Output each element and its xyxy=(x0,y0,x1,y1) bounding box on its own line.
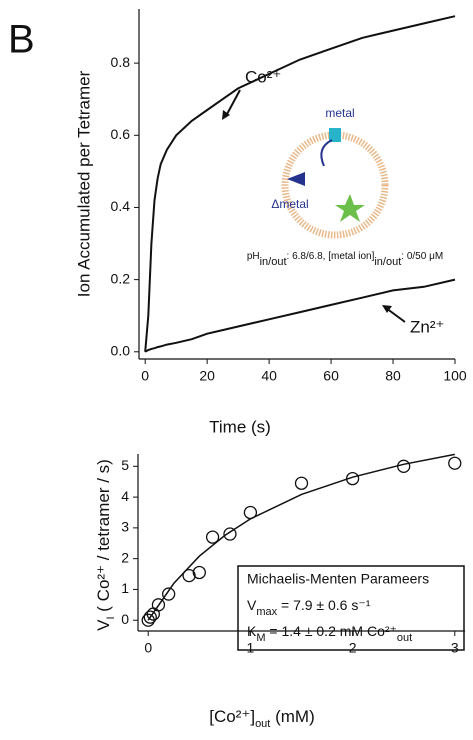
x-tick-label: 0 xyxy=(141,368,149,384)
text-part: : 0/50 μM xyxy=(401,251,443,262)
y-tick-label: 1 xyxy=(121,580,129,596)
text-part: : 6.8/6.8, [metal ion] xyxy=(287,251,375,262)
arrow xyxy=(320,139,333,167)
zn-label: Zn²⁺ xyxy=(410,317,444,336)
data-point xyxy=(397,459,411,473)
legend-box xyxy=(237,565,465,651)
legend-title: Michaelis-Menten Parameers xyxy=(247,571,429,587)
vesicle xyxy=(281,131,389,239)
data-point xyxy=(205,530,220,544)
channel xyxy=(329,128,341,142)
x-tick-label: 20 xyxy=(199,368,215,384)
y-tick-label: 3 xyxy=(121,519,129,535)
subscript: in/out xyxy=(374,256,401,268)
y-tick-label: 0.4 xyxy=(111,198,131,214)
data-point xyxy=(143,610,157,624)
y-axis-label: VI ( Co²⁺ / tetramer / s) xyxy=(94,459,116,631)
text-part: pH xyxy=(247,251,260,262)
x-tick-label: 100 xyxy=(443,368,467,384)
data-line xyxy=(144,278,456,353)
fit-line xyxy=(147,453,455,621)
star xyxy=(335,194,365,222)
x-tick-label: 2 xyxy=(349,640,357,656)
text-part: V xyxy=(247,597,257,613)
text-part: (mM) xyxy=(270,707,314,726)
text-part: [Co²⁺] xyxy=(209,707,255,726)
subscript: out xyxy=(397,632,412,644)
data-point xyxy=(223,527,237,541)
subscript: max xyxy=(256,606,277,618)
subscript: out xyxy=(255,718,270,730)
x-tick-label: 1 xyxy=(247,640,255,656)
data-line xyxy=(144,15,456,352)
x-tick-label: 60 xyxy=(323,368,339,384)
x-tick-label: 0 xyxy=(144,640,152,656)
text-part: V xyxy=(94,619,113,631)
zn-arrowhead xyxy=(382,305,392,313)
y-tick-label: 0 xyxy=(121,611,129,627)
co-arrowhead xyxy=(222,110,230,120)
y-tick-label: 0.8 xyxy=(111,54,131,70)
legend-line: Vmax = 7.9 ± 0.6 s⁻¹ xyxy=(247,597,371,618)
data-point xyxy=(448,456,462,470)
delta-metal-label: Δmetal xyxy=(271,197,308,211)
y-tick-label: 2 xyxy=(121,549,129,565)
panel-label: B xyxy=(8,18,35,62)
subscript: I xyxy=(105,616,117,619)
co-arrow xyxy=(225,89,241,117)
x-axis-label: Time (s) xyxy=(209,417,271,436)
x-axis-label: [Co²⁺]out (mM) xyxy=(209,707,314,729)
y-tick-label: 5 xyxy=(121,457,129,473)
text-part: ( Co²⁺ / tetramer / s) xyxy=(94,459,113,616)
condition-label: pHin/out: 6.8/6.8, [metal ion]in/out: 0/… xyxy=(247,251,443,268)
triangle xyxy=(287,172,305,186)
data-point xyxy=(162,587,176,601)
data-point xyxy=(151,598,166,612)
x-tick-label: 3 xyxy=(451,640,459,656)
data-point xyxy=(294,476,309,490)
metal-label: metal xyxy=(325,106,354,120)
inset-diagram: metal Δmetal pHin/out: 6.8/6.8, [metal i… xyxy=(247,106,443,268)
text-part: = 7.9 ± 0.6 s⁻¹ xyxy=(277,597,371,613)
data-point xyxy=(182,568,196,583)
data-point xyxy=(192,565,206,580)
subscript: M xyxy=(256,632,265,644)
y-tick-label: 4 xyxy=(121,488,129,504)
subscript: in/out xyxy=(260,256,287,268)
y-tick-label: 0.0 xyxy=(111,342,131,358)
y-tick-label: 0.2 xyxy=(111,270,131,286)
x-tick-label: 80 xyxy=(385,368,401,384)
y-axis-label: Ion Accumulated per Tetramer xyxy=(74,70,93,297)
zn-arrow xyxy=(385,307,406,323)
x-tick-label: 40 xyxy=(261,368,277,384)
y-tick-label: 0.6 xyxy=(111,126,131,142)
